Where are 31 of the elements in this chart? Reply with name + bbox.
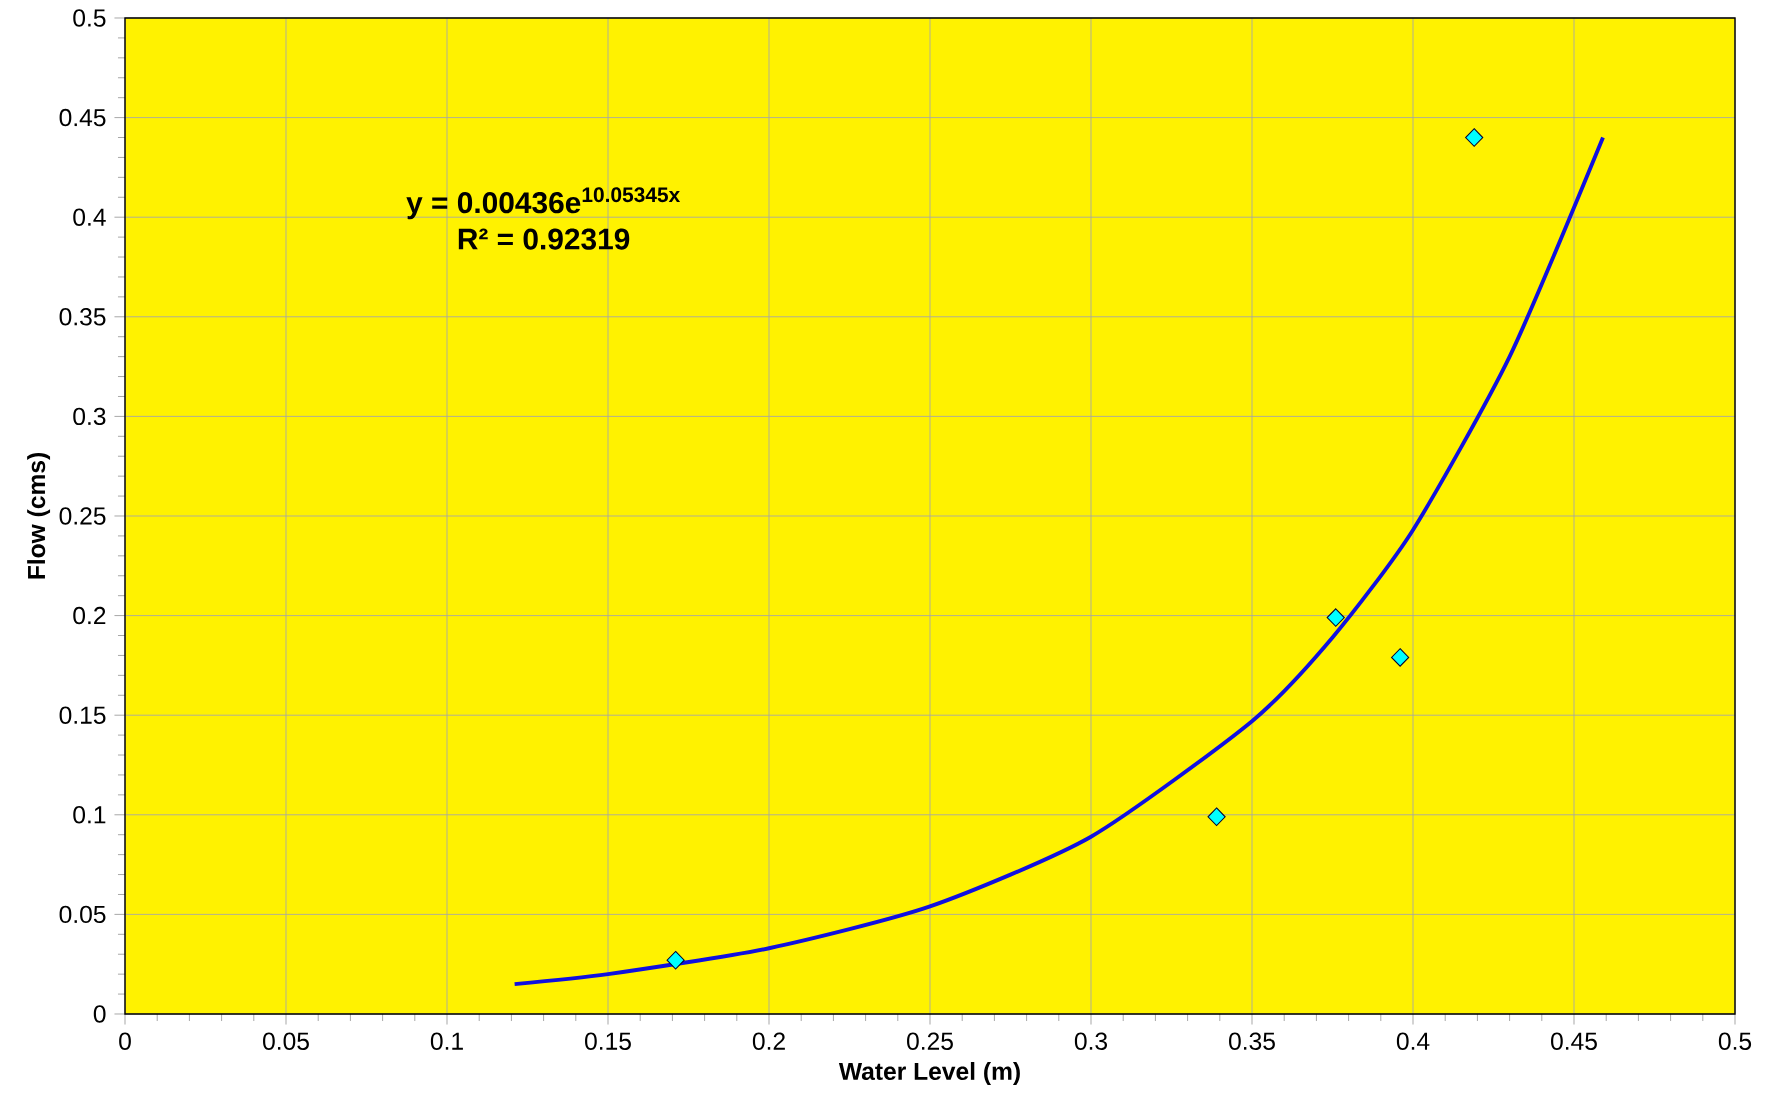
y-tick-label: 0.3 xyxy=(73,407,106,426)
y-tick-label: 0 xyxy=(93,1005,106,1023)
x-axis-title: Water Level (m) xyxy=(838,1061,1020,1085)
x-tick-label: 0 xyxy=(119,1032,131,1050)
y-tick-label: 0.1 xyxy=(73,806,106,824)
x-tick-label: 0.45 xyxy=(1551,1032,1597,1050)
x-tick-label: 0.2 xyxy=(752,1032,785,1050)
y-tick-label: 0.45 xyxy=(59,108,106,127)
x-tick-label: 0.25 xyxy=(907,1032,953,1050)
y-tick-label: 0.4 xyxy=(73,208,106,226)
y-axis-title: Flow (cms) xyxy=(27,452,51,579)
y-tick-label: 0.05 xyxy=(59,905,106,924)
x-tick-label: 0.3 xyxy=(1074,1032,1108,1050)
point xyxy=(666,950,685,970)
y-tick-label: 0.35 xyxy=(59,308,106,326)
x-tick-label: 0.35 xyxy=(1229,1032,1275,1050)
x-tick-label: 0.1 xyxy=(430,1032,463,1050)
x-tick-label: 0.5 xyxy=(1718,1032,1752,1050)
y-tick-label: 0.2 xyxy=(73,606,106,625)
x-tick-label: 0.15 xyxy=(585,1032,631,1050)
point xyxy=(1391,648,1410,667)
y-tick-label: 0.5 xyxy=(73,9,106,27)
x-tick-label: 0.4 xyxy=(1396,1032,1430,1050)
y-tick-label: 0.15 xyxy=(59,706,106,724)
point xyxy=(1326,608,1345,627)
annotation: y = 0.00436e$^{10.05345x}$ xyxy=(406,187,681,220)
y-tick-label: 0.25 xyxy=(59,507,106,525)
annotation: R² = 0.92319 xyxy=(458,228,630,250)
point xyxy=(1207,807,1226,827)
point xyxy=(1465,128,1484,147)
x-tick-label: 0.05 xyxy=(263,1032,309,1050)
